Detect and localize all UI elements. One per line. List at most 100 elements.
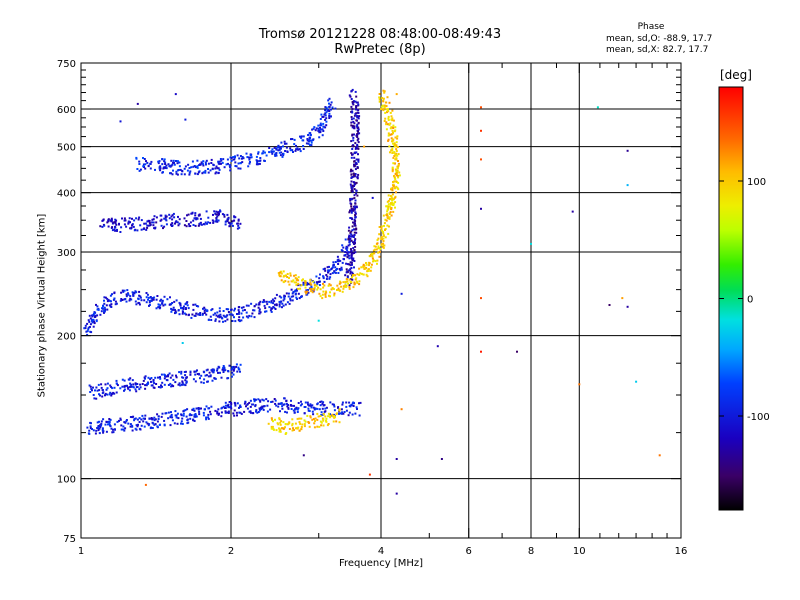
data-point	[98, 393, 100, 396]
data-point	[333, 294, 336, 297]
data-point	[185, 225, 188, 228]
data-point	[325, 274, 328, 276]
data-point	[237, 219, 240, 222]
data-point	[120, 428, 123, 431]
data-point	[133, 419, 136, 422]
data-point	[177, 169, 180, 171]
data-point	[218, 307, 221, 310]
data-point	[127, 422, 130, 425]
data-point	[243, 309, 246, 311]
data-point	[395, 141, 398, 144]
data-point	[119, 231, 122, 233]
data-point	[311, 288, 314, 291]
data-point	[316, 281, 318, 284]
data-point	[238, 406, 240, 409]
phase-stats-x-mode: mean, sd,X: 82.7, 17.7	[606, 45, 709, 55]
data-point	[89, 323, 92, 326]
data-point	[196, 369, 198, 372]
data-point	[289, 274, 292, 277]
data-point	[153, 419, 156, 422]
data-point	[136, 168, 139, 170]
data-point	[387, 194, 390, 197]
data-point	[284, 274, 287, 277]
data-point	[348, 234, 351, 237]
x-tick-label: 16	[675, 546, 688, 557]
data-point	[313, 281, 316, 284]
data-point	[397, 181, 400, 184]
data-point	[213, 210, 216, 213]
data-point	[390, 118, 393, 121]
data-point	[109, 305, 112, 308]
data-point	[235, 365, 238, 368]
data-point	[260, 408, 262, 411]
data-point	[334, 266, 337, 269]
data-point	[325, 106, 328, 109]
data-point	[322, 419, 325, 422]
data-point	[219, 315, 222, 318]
data-point	[324, 114, 327, 117]
data-point	[352, 103, 355, 106]
phase-stats-title: Phase	[637, 22, 665, 32]
data-point	[287, 292, 290, 295]
data-point	[311, 418, 314, 421]
data-point	[196, 166, 199, 169]
data-point	[135, 390, 138, 393]
data-point	[245, 405, 247, 408]
data-point	[188, 167, 191, 169]
data-point	[279, 421, 282, 424]
data-point	[354, 142, 357, 145]
data-point	[226, 158, 229, 161]
data-point	[352, 209, 355, 212]
data-point	[175, 311, 178, 314]
data-point	[121, 217, 123, 220]
data-point	[339, 280, 342, 283]
data-point	[397, 188, 400, 191]
data-point	[302, 145, 305, 147]
data-point	[192, 308, 195, 311]
data-point	[354, 168, 357, 171]
data-point	[397, 176, 400, 179]
data-point	[319, 131, 322, 134]
data-point	[273, 300, 276, 303]
data-point	[182, 308, 185, 310]
data-point	[275, 148, 278, 151]
data-point	[130, 385, 132, 388]
data-point	[188, 313, 190, 316]
data-point	[334, 261, 337, 263]
data-point	[309, 403, 312, 406]
data-point	[345, 262, 348, 265]
data-point	[320, 411, 323, 414]
data-point	[255, 163, 258, 166]
data-point	[113, 423, 116, 426]
data-point	[178, 301, 181, 304]
data-point	[271, 425, 274, 428]
data-point	[392, 210, 395, 213]
data-point	[393, 151, 396, 154]
data-point	[163, 383, 166, 386]
data-point	[391, 201, 394, 204]
data-point	[182, 376, 185, 379]
data-point	[150, 160, 153, 163]
data-point	[129, 297, 132, 300]
data-point	[147, 376, 150, 379]
data-point	[390, 133, 393, 136]
data-point	[116, 420, 119, 423]
data-point	[337, 289, 340, 292]
data-point	[214, 319, 217, 322]
y-tick-label: 75	[63, 534, 76, 545]
data-point	[223, 367, 226, 370]
data-point	[264, 310, 266, 313]
colorbar-tick-label: 0	[747, 295, 753, 306]
data-point	[131, 429, 134, 432]
data-point	[314, 284, 316, 287]
data-point	[129, 221, 131, 224]
data-point	[378, 255, 381, 258]
data-point	[395, 492, 398, 495]
data-point	[261, 405, 264, 408]
data-point	[200, 161, 203, 164]
data-point	[284, 303, 287, 306]
data-point	[228, 313, 231, 316]
data-point	[277, 402, 280, 405]
data-point	[205, 405, 208, 408]
